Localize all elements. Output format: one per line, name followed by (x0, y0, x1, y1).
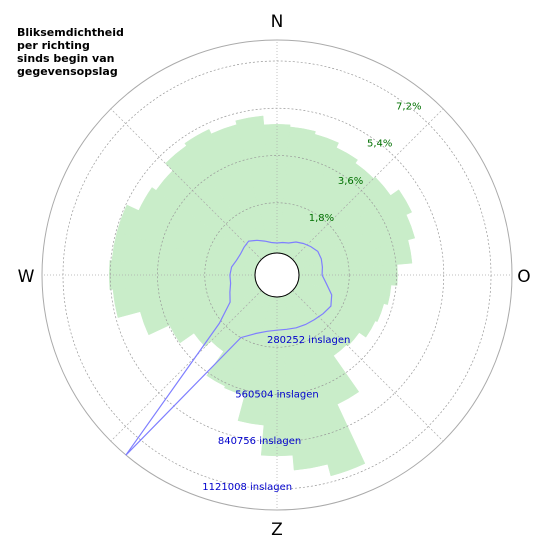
chart-title: gegevensopslag (17, 65, 118, 78)
strike-count-line (125, 239, 333, 456)
spoke (292, 290, 444, 442)
r2-tick-label: 560504 inslagen (235, 390, 318, 401)
r2-tick-label: 280252 inslagen (267, 335, 350, 346)
chart-title: Bliksemdichtheid (17, 26, 124, 39)
outer-ring (41, 39, 513, 511)
r2-tick-label: 1121008 inslagen (202, 482, 292, 493)
compass-label: Z (271, 520, 283, 540)
grid-ring (204, 202, 350, 348)
compass-label: N (271, 12, 284, 32)
compass-label: W (18, 267, 35, 287)
r-tick-label: 5,4% (367, 139, 392, 150)
r-tick-label: 3,6% (338, 176, 363, 187)
chart-title: sinds begin van (17, 52, 114, 65)
r-tick-label: 7,2% (396, 101, 421, 112)
grid-ring (157, 155, 397, 395)
r2-tick-label: 840756 inslagen (218, 436, 301, 447)
chart-title: per richting (17, 39, 90, 52)
r-tick-label: 1,8% (309, 213, 334, 224)
spoke (292, 108, 444, 260)
spoke (110, 290, 262, 442)
spoke (110, 108, 262, 260)
direction-bar (235, 115, 276, 255)
compass-label: O (517, 267, 530, 287)
center-hole (254, 252, 300, 298)
